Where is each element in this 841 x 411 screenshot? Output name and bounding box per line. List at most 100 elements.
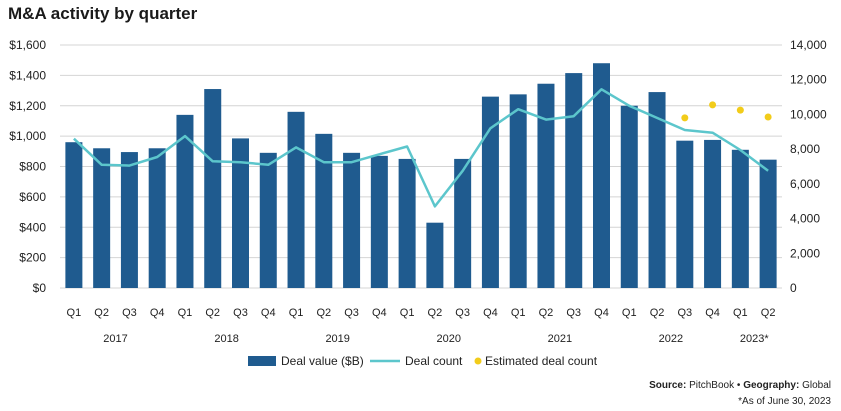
right-axis: 0 2,000 4,000 6,000 8,000 10,000 12,000 14,000 <box>790 38 827 295</box>
right-tick-label: 4,000 <box>790 212 820 226</box>
legend-label: Estimated deal count <box>485 354 598 368</box>
left-tick-label: $600 <box>19 190 46 204</box>
left-tick-label: $1,200 <box>9 99 46 113</box>
year-label: 2022 <box>659 333 683 345</box>
left-tick-label: $1,600 <box>9 38 46 52</box>
bar <box>120 152 138 288</box>
left-tick-label: $0 <box>33 281 47 295</box>
left-tick-label: $400 <box>19 220 46 234</box>
quarter-label: Q3 <box>233 307 248 319</box>
right-tick-label: 12,000 <box>790 73 827 87</box>
footnote: *As of June 30, 2023 <box>738 396 831 407</box>
quarter-label: Q3 <box>455 307 470 319</box>
bar <box>509 94 527 288</box>
quarter-label: Q1 <box>67 307 82 319</box>
right-tick-label: 0 <box>790 281 797 295</box>
estimate-point <box>764 113 772 121</box>
year-label: 2019 <box>325 333 349 345</box>
bar <box>204 89 222 288</box>
quarter-label: Q2 <box>650 307 665 319</box>
bar-series <box>65 63 777 289</box>
year-label: 2021 <box>548 333 572 345</box>
year-label: 2018 <box>214 333 238 345</box>
bar <box>731 149 749 288</box>
legend-label: Deal count <box>405 354 463 368</box>
bar <box>620 105 638 288</box>
quarter-label: Q2 <box>761 307 776 319</box>
bar <box>315 133 333 288</box>
bar <box>454 158 472 288</box>
quarter-label: Q4 <box>150 307 165 319</box>
quarter-label: Q4 <box>594 307 609 319</box>
quarter-label: Q3 <box>566 307 581 319</box>
quarter-label: Q2 <box>205 307 220 319</box>
right-tick-label: 2,000 <box>790 246 820 260</box>
line-series <box>73 88 769 208</box>
bar <box>287 111 305 288</box>
geography-label: Geography: <box>743 380 800 391</box>
bar <box>759 159 777 288</box>
legend-label: Deal value ($B) <box>281 354 364 368</box>
bar <box>232 138 249 288</box>
left-tick-label: $1,400 <box>9 68 46 82</box>
gridlines <box>60 44 782 289</box>
quarter-label: Q1 <box>733 307 748 319</box>
legend-swatch-dot <box>474 357 482 365</box>
quarter-label: Q1 <box>400 307 415 319</box>
left-tick-label: $200 <box>19 251 46 265</box>
bar <box>593 63 610 288</box>
left-axis: $0 $200 $400 $600 $800 $1,000 $1,200 $1,400 $1,6… <box>9 38 46 295</box>
left-tick-label: $800 <box>19 160 46 174</box>
right-tick-label: 10,000 <box>790 107 827 121</box>
quarter-label: Q3 <box>677 307 692 319</box>
bar <box>259 152 277 288</box>
quarter-label: Q2 <box>94 307 109 319</box>
legend: Deal value ($B) Deal count Estimated deal … <box>248 354 598 368</box>
quarter-label: Q4 <box>483 307 498 319</box>
quarter-label: Q3 <box>122 307 137 319</box>
quarter-label: Q1 <box>178 307 193 319</box>
quarter-label: Q2 <box>539 307 554 319</box>
legend-swatch-bar <box>248 356 276 366</box>
year-label: 2020 <box>437 333 461 345</box>
bar <box>704 139 722 288</box>
estimate-point <box>709 101 717 109</box>
source-label: Source: <box>649 380 687 391</box>
quarter-label: Q1 <box>511 307 526 319</box>
bar <box>426 222 444 288</box>
bar <box>676 140 694 288</box>
quarter-label: Q4 <box>261 307 276 319</box>
estimate-point <box>681 114 689 122</box>
right-tick-label: 14,000 <box>790 38 827 52</box>
right-tick-label: 6,000 <box>790 177 820 191</box>
bar <box>370 155 388 288</box>
bar <box>343 152 361 288</box>
estimate-series <box>681 101 772 122</box>
bar <box>176 114 194 288</box>
bar <box>93 148 111 288</box>
year-label: 2023* <box>740 333 769 345</box>
quarter-label: Q1 <box>289 307 304 319</box>
bar <box>65 142 83 288</box>
bar <box>565 73 583 288</box>
quarter-label: Q3 <box>344 307 359 319</box>
quarter-label: Q2 <box>316 307 331 319</box>
quarter-label: Q2 <box>428 307 443 319</box>
estimate-point <box>736 106 744 114</box>
quarter-label: Q4 <box>372 307 387 319</box>
chart-title: M&A activity by quarter <box>8 4 198 23</box>
right-tick-label: 8,000 <box>790 142 820 156</box>
bar <box>537 83 555 289</box>
left-tick-label: $1,000 <box>9 129 46 143</box>
x-axis: Q1 Q2 Q3 Q4 Q1 Q2 Q3 Q4 Q1 Q2 Q3 Q4 Q1 Q2 Q3 Q4 Q1 Q2 Q3 Q4… <box>67 307 776 345</box>
year-label: 2017 <box>103 333 127 345</box>
source-line: Source: PitchBook • Geography: Global <box>649 380 831 391</box>
geography-value: Global <box>802 380 831 391</box>
source-value: PitchBook <box>689 380 735 391</box>
bar <box>148 148 166 288</box>
source-separator: • <box>736 380 741 391</box>
bar <box>648 92 666 288</box>
quarter-label: Q4 <box>705 307 720 319</box>
deal-count-line <box>73 88 769 208</box>
